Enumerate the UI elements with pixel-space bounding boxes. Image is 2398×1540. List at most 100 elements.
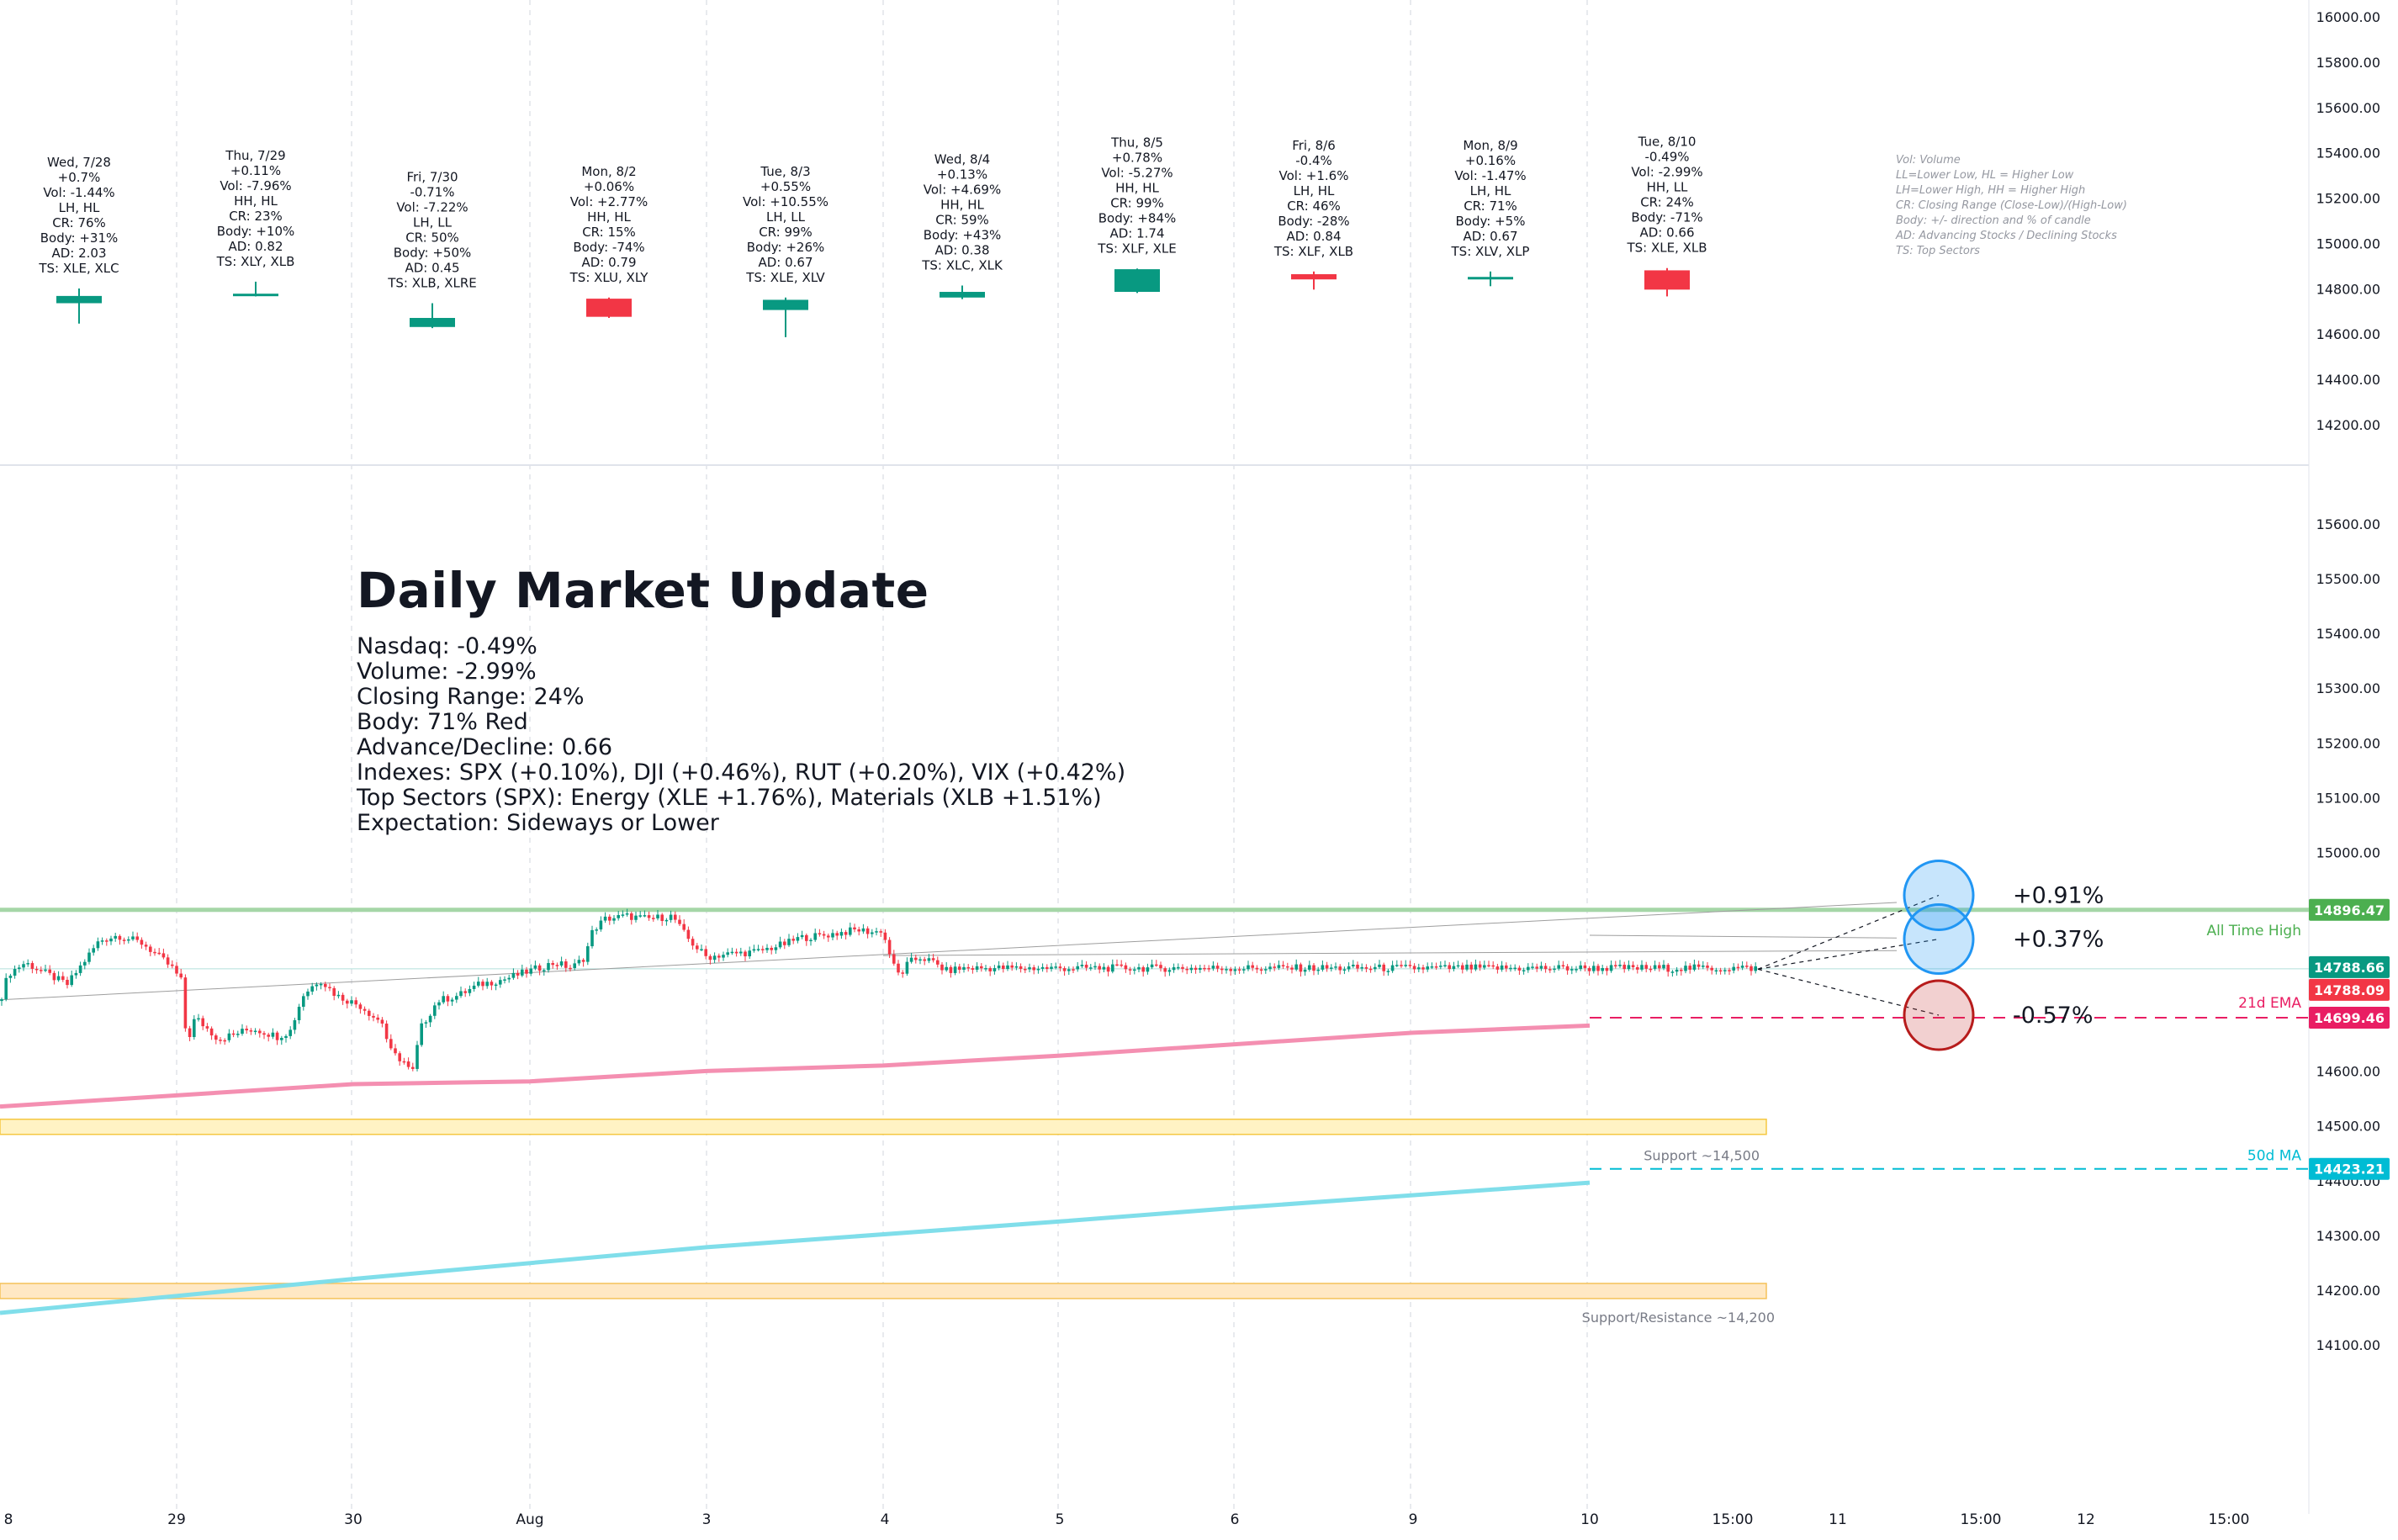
intraday-candle [1316, 969, 1320, 971]
intraday-candle [1723, 970, 1727, 971]
intraday-candle [157, 952, 161, 955]
intraday-candle [1093, 966, 1097, 968]
intraday-candle [13, 969, 17, 976]
summary-text: TS: XLC, XLK [921, 257, 1003, 273]
update-line: Closing Range: 24% [357, 684, 585, 710]
summary-text: -0.71% [410, 185, 454, 200]
intraday-candle [756, 949, 760, 950]
intraday-candle [384, 1024, 389, 1040]
summary-text: +0.7% [58, 170, 101, 185]
summary-text: Body: +31% [40, 230, 119, 246]
intraday-candle [1592, 966, 1596, 971]
intraday-candle [643, 915, 647, 917]
intraday-candle [179, 973, 183, 978]
intraday-candle [918, 959, 922, 961]
lower-axis-tick: 15400.00 [2316, 626, 2380, 642]
intraday-candle [1247, 965, 1250, 970]
intraday-candle [437, 1002, 441, 1006]
lower-axis-tick: 14600.00 [2316, 1064, 2380, 1080]
intraday-candle [765, 947, 769, 950]
intraday-candle [1352, 965, 1355, 966]
intraday-candle [1754, 966, 1757, 971]
intraday-candle [459, 991, 463, 997]
intraday-candle [284, 1035, 288, 1039]
intraday-candle [533, 965, 537, 969]
intraday-candle [74, 972, 78, 976]
intraday-candle [1040, 966, 1045, 969]
intraday-candle [1382, 964, 1385, 971]
intraday-candle [1299, 964, 1303, 972]
intraday-candle [1509, 967, 1512, 970]
intraday-candle [1579, 965, 1582, 970]
price-label-tag [2309, 1157, 2390, 1180]
intraday-candle [109, 938, 113, 942]
intraday-candle [1430, 966, 1434, 968]
summary-text: Body: -28% [1278, 214, 1349, 229]
summary-text: Thu, 8/5 [1110, 135, 1163, 150]
intraday-candle [892, 954, 896, 964]
intraday-candle [669, 914, 673, 920]
intraday-candle [1342, 969, 1347, 971]
upper-axis-tick: 14800.00 [2316, 281, 2380, 297]
intraday-candle [1553, 968, 1556, 971]
x-axis-tick: 8 [4, 1511, 13, 1528]
summary-text: TS: XLU, XLY [569, 270, 649, 285]
intraday-candle [1750, 966, 1753, 971]
intraday-candle [411, 1066, 415, 1069]
intraday-candle [363, 1008, 367, 1011]
intraday-candle [1045, 966, 1049, 969]
intraday-candle [56, 976, 61, 981]
intraday-candle [0, 999, 3, 1002]
intraday-candle [1229, 969, 1232, 971]
intraday-candle [1019, 966, 1023, 969]
intraday-candle [472, 985, 476, 989]
intraday-candle [1456, 965, 1460, 967]
ema-21d-line [0, 1023, 1591, 1109]
all-time-high-label: All Time High [2206, 923, 2301, 939]
trend-line [0, 902, 1898, 1001]
intraday-candle [1006, 965, 1009, 969]
intraday-candle [122, 939, 126, 941]
intraday-candle [245, 1029, 248, 1031]
trend-line [882, 950, 1898, 956]
intraday-candle [446, 996, 450, 1002]
intraday-candle [1680, 969, 1683, 971]
intraday-candle [1570, 969, 1574, 971]
intraday-candle [805, 934, 808, 941]
daily-candle [410, 318, 455, 327]
update-line: Top Sectors (SPX): Energy (XLE +1.76%), … [357, 785, 1102, 811]
intraday-candle [1106, 966, 1110, 972]
intraday-candle [1089, 967, 1093, 969]
intraday-candle [1491, 965, 1495, 967]
intraday-candle [1583, 965, 1587, 969]
intraday-candle [1356, 965, 1359, 969]
daily-candle [1468, 277, 1513, 280]
intraday-candle [909, 957, 913, 962]
intraday-candle [1469, 964, 1473, 970]
intraday-candle [897, 963, 900, 973]
intraday-candle [739, 951, 743, 954]
intraday-candle [525, 969, 528, 974]
intraday-candle [1141, 966, 1145, 972]
intraday-candle [603, 916, 607, 921]
intraday-candle [1649, 968, 1653, 971]
summary-text: Vol: -5.27% [1101, 165, 1173, 180]
intraday-candle [477, 982, 480, 986]
target-up-091-circle [1903, 860, 1975, 932]
intraday-candle [1386, 971, 1390, 972]
summary-text: +0.78% [1112, 150, 1162, 165]
intraday-candle [66, 979, 69, 986]
intraday-candle [1412, 966, 1416, 970]
intraday-candle [791, 939, 795, 941]
intraday-candle [975, 966, 979, 970]
intraday-candle [96, 941, 100, 949]
intraday-candle [8, 976, 13, 978]
intraday-candle [40, 970, 43, 971]
intraday-candle [1478, 964, 1482, 968]
summary-text: AD: 0.79 [581, 255, 636, 270]
intraday-candle [1163, 968, 1167, 972]
intraday-candle [761, 949, 765, 950]
intraday-candle [783, 941, 786, 945]
